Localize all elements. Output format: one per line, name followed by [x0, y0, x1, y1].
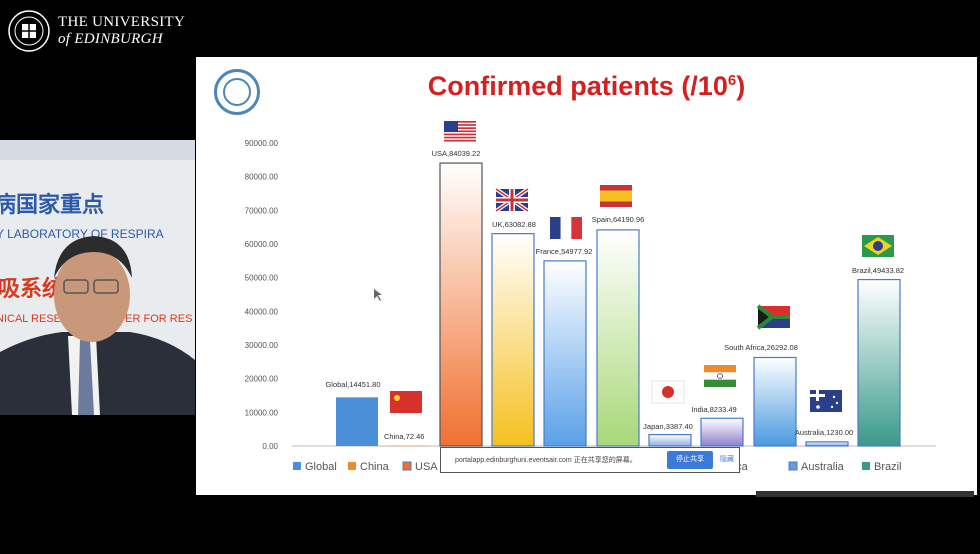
y-tick-label: 40000.00 [245, 307, 279, 316]
y-tick-label: 60000.00 [245, 240, 279, 249]
slide-title-text: Confirmed patients (/10 [427, 71, 728, 101]
data-label: Brazil,49433.82 [852, 266, 904, 275]
university-line2: of EDINBURGH [58, 31, 163, 47]
uk-flag-icon [494, 187, 530, 213]
china-flag-icon [390, 391, 422, 413]
university-crest-icon [8, 10, 50, 52]
speaker-glasses-right [93, 279, 119, 294]
slide-title: Confirmed patients (/106) [196, 71, 977, 102]
y-tick-label: 0.00 [262, 442, 278, 451]
data-label: India,8233.49 [691, 405, 736, 414]
legend-swatch [862, 462, 870, 470]
slide-title-close: ) [736, 71, 746, 101]
y-tick-label: 10000.00 [245, 408, 279, 417]
japan-flag-icon [651, 380, 685, 404]
legend-label: Australia [801, 461, 845, 473]
speaker-tie [78, 340, 94, 415]
data-label: Spain,64190.96 [592, 215, 645, 224]
data-label: China,72.46 [384, 432, 424, 441]
bar-china [387, 445, 429, 447]
screen-share-text: portalapp.edinburghuni.eventsair.com 正在共… [455, 457, 637, 464]
university-name: THE UNIVERSITY of EDINBURGH [58, 14, 185, 48]
speaker-background: 病国家重点 Y LABORATORY OF RESPIRA 吸系统 NICAL … [0, 140, 195, 415]
brazil-flag-icon [862, 235, 894, 257]
screen-share-notice: portalapp.edinburghuni.eventsair.com 正在共… [440, 447, 740, 473]
bar-uk [491, 233, 535, 447]
bar-japan [648, 433, 692, 447]
y-tick-label: 80000.00 [245, 173, 279, 182]
spain-flag-icon [600, 185, 632, 207]
shared-slide: Confirmed patients (/106) 0.00 10000.00 20… [196, 57, 977, 495]
speaker-hair [54, 236, 132, 278]
legend-label: China [360, 461, 390, 473]
background-text-3: 吸系统 [0, 276, 64, 301]
speaker-video: 病国家重点 Y LABORATORY OF RESPIRA 吸系统 NICAL … [0, 140, 195, 415]
slide-title-exponent: 6 [727, 72, 737, 89]
mouse-cursor-icon [374, 289, 382, 301]
data-label: USA,84039.22 [432, 149, 481, 158]
university-line1: THE UNIVERSITY [58, 14, 186, 30]
bar-south-africa [753, 356, 797, 447]
bar-france [543, 260, 587, 447]
legend-swatch [788, 461, 798, 471]
speaker-glasses-left [63, 279, 89, 294]
hide-notice-button[interactable]: 隐藏 [720, 456, 734, 463]
confirmed-patients-chart: 0.00 10000.00 20000.00 30000.00 40000.00 5000… [245, 121, 936, 473]
bar-global [336, 397, 378, 446]
bar-australia [805, 441, 849, 447]
data-label: France,54977.92 [536, 247, 593, 256]
usa-flag-icon [444, 121, 476, 143]
data-label: Japan,3387.40 [643, 422, 693, 431]
y-tick-label: 90000.00 [245, 139, 279, 148]
data-label: South Africa,26292.08 [724, 343, 798, 352]
legend-swatch [402, 461, 412, 471]
legend-swatch [348, 462, 356, 470]
bar-brazil [857, 278, 901, 447]
bar-india [700, 417, 744, 447]
australia-flag-icon [810, 390, 842, 412]
legend-label: Global [305, 461, 337, 473]
data-label: Global,14451.80 [325, 380, 380, 389]
stop-sharing-button[interactable]: 停止共享 [667, 451, 713, 469]
legend-label: USA [415, 461, 438, 473]
y-tick-label: 70000.00 [245, 206, 279, 215]
y-tick-label: 20000.00 [245, 375, 279, 384]
y-tick-label: 30000.00 [245, 341, 279, 350]
bar-spain [596, 229, 640, 447]
speaker-face [54, 248, 130, 342]
legend-swatch [293, 462, 301, 470]
india-flag-icon [704, 365, 736, 387]
legend-label: Brazil [874, 461, 902, 473]
france-flag-icon [550, 217, 582, 239]
y-tick-label: 50000.00 [245, 274, 279, 283]
data-label: Australia,1230.00 [795, 428, 853, 437]
data-label: UK,63082.88 [492, 220, 536, 229]
south-africa-flag-icon [756, 304, 790, 330]
institute-emblem-icon [214, 69, 260, 115]
background-text-2: Y LABORATORY OF RESPIRA [0, 227, 164, 241]
bar-usa [439, 162, 483, 447]
bottom-right-strip [756, 491, 974, 497]
background-text-1: 病国家重点 [0, 192, 104, 217]
